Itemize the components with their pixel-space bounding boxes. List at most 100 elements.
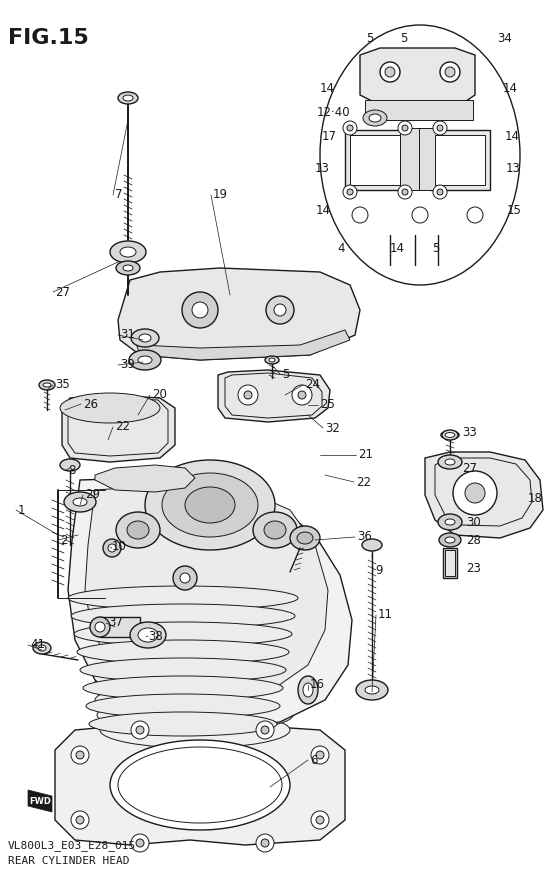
Ellipse shape: [253, 512, 297, 548]
Ellipse shape: [73, 498, 87, 506]
Circle shape: [445, 67, 455, 77]
Circle shape: [71, 746, 89, 764]
Ellipse shape: [95, 622, 105, 632]
Ellipse shape: [60, 459, 80, 471]
Text: 5: 5: [282, 367, 290, 381]
Ellipse shape: [118, 747, 282, 823]
Circle shape: [244, 391, 252, 399]
Ellipse shape: [92, 652, 298, 684]
Text: 2: 2: [60, 533, 68, 547]
Circle shape: [108, 544, 116, 552]
Ellipse shape: [100, 712, 290, 748]
Polygon shape: [425, 452, 543, 538]
Ellipse shape: [269, 358, 275, 362]
Ellipse shape: [38, 645, 46, 651]
Text: 35: 35: [55, 379, 70, 391]
Text: 15: 15: [507, 203, 522, 216]
Ellipse shape: [145, 460, 275, 550]
Text: VL800L3_E03_E28_015: VL800L3_E03_E28_015: [8, 840, 136, 851]
Text: 22: 22: [356, 476, 371, 488]
Ellipse shape: [297, 532, 313, 544]
Text: 8: 8: [68, 464, 76, 477]
Ellipse shape: [39, 380, 55, 390]
Circle shape: [76, 816, 84, 824]
Ellipse shape: [298, 676, 318, 704]
Text: 23: 23: [466, 562, 481, 575]
Ellipse shape: [441, 431, 459, 439]
Ellipse shape: [43, 383, 51, 387]
Ellipse shape: [303, 683, 313, 697]
Ellipse shape: [86, 694, 280, 718]
Ellipse shape: [74, 622, 292, 646]
Bar: [430, 130, 490, 190]
Text: 4: 4: [337, 241, 344, 254]
Text: 9: 9: [375, 564, 382, 577]
Circle shape: [136, 726, 144, 734]
Ellipse shape: [93, 669, 297, 701]
Text: 20: 20: [152, 389, 167, 402]
Circle shape: [467, 207, 483, 223]
Circle shape: [398, 121, 412, 135]
Polygon shape: [118, 268, 360, 360]
Ellipse shape: [442, 430, 458, 440]
Ellipse shape: [265, 356, 279, 364]
Ellipse shape: [445, 537, 455, 543]
Ellipse shape: [445, 433, 455, 437]
Ellipse shape: [118, 92, 138, 104]
Circle shape: [238, 385, 258, 405]
Text: 10: 10: [112, 540, 127, 554]
Circle shape: [311, 811, 329, 829]
Ellipse shape: [68, 586, 298, 610]
Circle shape: [182, 292, 218, 328]
Ellipse shape: [33, 642, 51, 654]
Text: 12·40: 12·40: [317, 105, 351, 118]
Bar: [365, 100, 473, 120]
Polygon shape: [68, 478, 352, 728]
Ellipse shape: [110, 241, 146, 263]
Text: 27: 27: [462, 462, 477, 474]
Circle shape: [347, 189, 353, 195]
Ellipse shape: [131, 329, 159, 347]
Text: 14: 14: [316, 203, 331, 216]
Ellipse shape: [439, 533, 461, 547]
Text: 18: 18: [528, 492, 543, 504]
Bar: [100, 617, 140, 637]
Text: 5: 5: [366, 32, 374, 44]
Text: 5: 5: [400, 32, 407, 44]
Circle shape: [261, 839, 269, 847]
Text: 25: 25: [320, 398, 335, 411]
Circle shape: [385, 67, 395, 77]
Polygon shape: [62, 395, 175, 462]
Circle shape: [173, 566, 197, 590]
Ellipse shape: [438, 514, 462, 530]
Text: 13: 13: [315, 162, 330, 175]
Text: 24: 24: [305, 379, 320, 391]
Text: 30: 30: [466, 516, 480, 529]
Ellipse shape: [162, 473, 258, 537]
Ellipse shape: [80, 658, 286, 682]
Ellipse shape: [95, 683, 295, 717]
Text: 27: 27: [55, 285, 70, 298]
Ellipse shape: [290, 526, 320, 550]
Text: 11: 11: [378, 608, 393, 622]
Circle shape: [180, 573, 190, 583]
Ellipse shape: [116, 512, 160, 548]
Circle shape: [347, 125, 353, 131]
Ellipse shape: [130, 622, 166, 648]
Text: 34: 34: [497, 32, 512, 44]
Circle shape: [398, 185, 412, 199]
Circle shape: [402, 189, 408, 195]
Text: 13: 13: [506, 162, 521, 175]
Circle shape: [266, 296, 294, 324]
Circle shape: [256, 721, 274, 739]
Bar: [445, 550, 455, 576]
Text: 16: 16: [310, 678, 325, 691]
Ellipse shape: [60, 393, 160, 423]
Ellipse shape: [363, 110, 387, 126]
Text: 39: 39: [120, 358, 135, 372]
Ellipse shape: [365, 686, 379, 694]
Text: 33: 33: [462, 426, 477, 440]
Ellipse shape: [138, 628, 158, 642]
Circle shape: [71, 811, 89, 829]
Text: 29: 29: [85, 488, 100, 502]
